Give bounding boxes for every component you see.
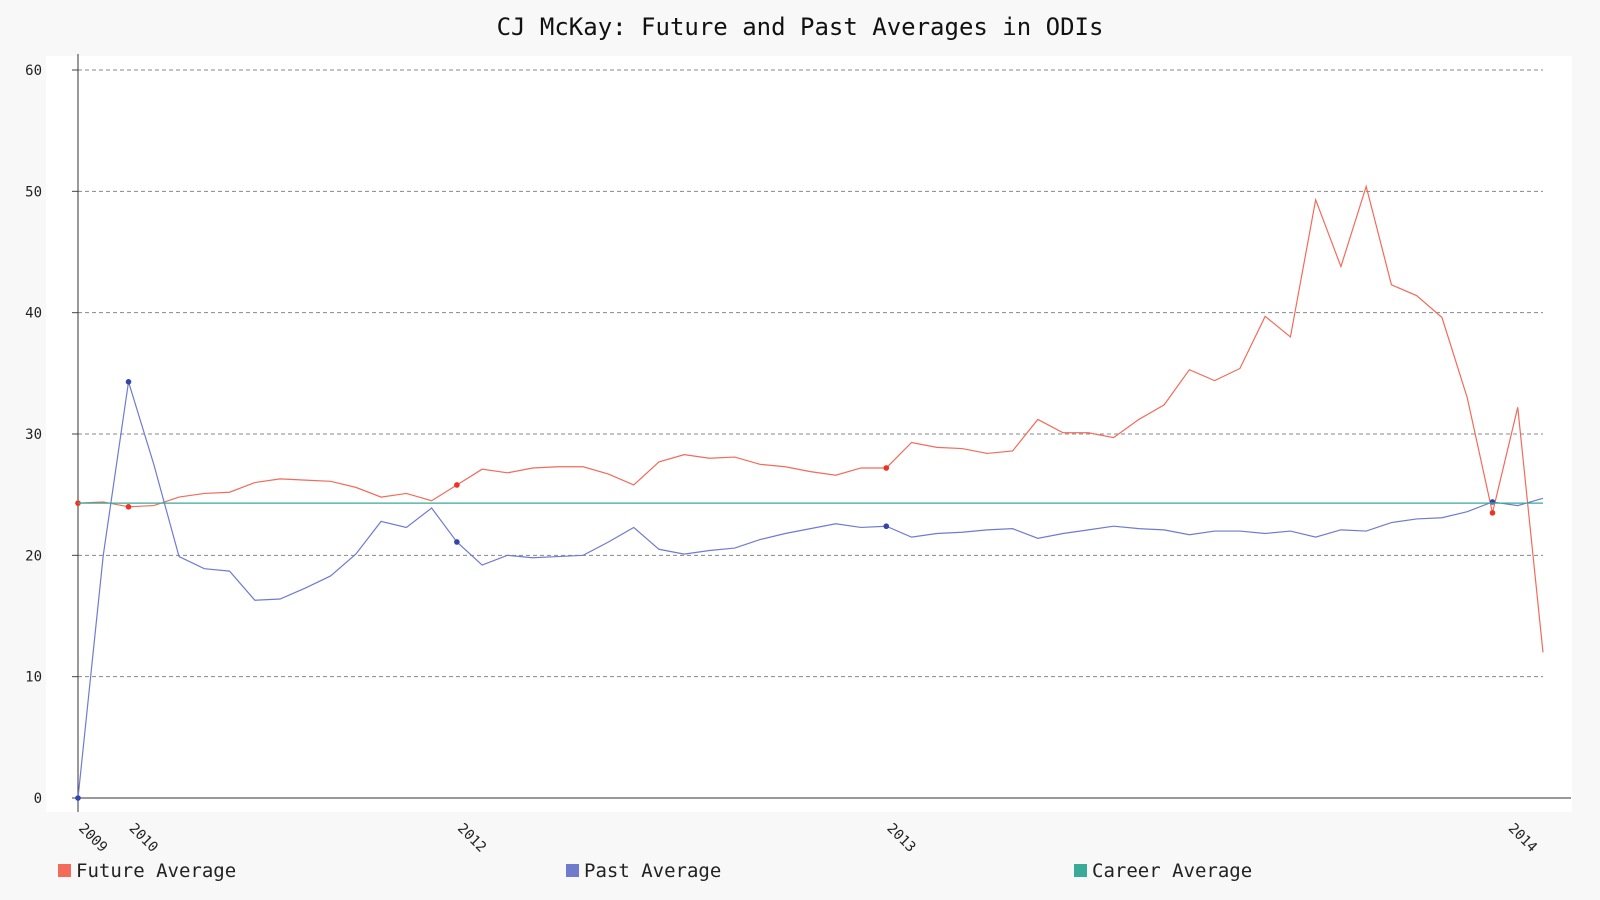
y-tick-label-50: 50 bbox=[25, 184, 42, 200]
past-average-marker-3 bbox=[883, 523, 890, 530]
legend-item-past-average[interactable]: Past Average bbox=[566, 860, 721, 882]
legend-label-future-average: Future Average bbox=[76, 860, 236, 882]
past-average-line bbox=[77, 381, 1544, 799]
past-average-marker-0 bbox=[75, 795, 81, 801]
past-average-marker-4 bbox=[1489, 499, 1496, 505]
y-tick-label-0: 0 bbox=[34, 791, 42, 807]
y-tick-label-60: 60 bbox=[25, 63, 42, 79]
y-tick-label-10: 10 bbox=[25, 670, 42, 686]
past-average-marker-1 bbox=[125, 379, 132, 385]
y-tick-label-40: 40 bbox=[25, 306, 42, 322]
legend-item-future-average[interactable]: Future Average bbox=[58, 860, 236, 882]
legend: Future Average Past Average Career Average bbox=[58, 860, 1252, 882]
past-average-marker-2 bbox=[454, 539, 460, 545]
legend-swatch-career-average bbox=[1074, 864, 1087, 877]
future-average-marker-4 bbox=[1489, 510, 1496, 516]
y-tick-label-30: 30 bbox=[25, 427, 42, 443]
chart-title: CJ McKay: Future and Past Averages in OD… bbox=[497, 13, 1104, 41]
future-average-marker-3 bbox=[883, 465, 890, 471]
y-tick-label-20: 20 bbox=[25, 548, 42, 564]
series-layer bbox=[75, 184, 1544, 801]
legend-item-career-average[interactable]: Career Average bbox=[1074, 860, 1252, 882]
legend-swatch-past-average bbox=[566, 864, 579, 877]
future-average-line bbox=[77, 184, 1544, 653]
future-average-marker-1 bbox=[125, 504, 132, 510]
legend-swatch-future-average bbox=[58, 864, 71, 877]
future-average-marker-2 bbox=[454, 482, 460, 488]
legend-label-career-average: Career Average bbox=[1092, 860, 1252, 882]
legend-label-past-average: Past Average bbox=[584, 860, 721, 882]
grid-layer bbox=[78, 69, 1543, 678]
